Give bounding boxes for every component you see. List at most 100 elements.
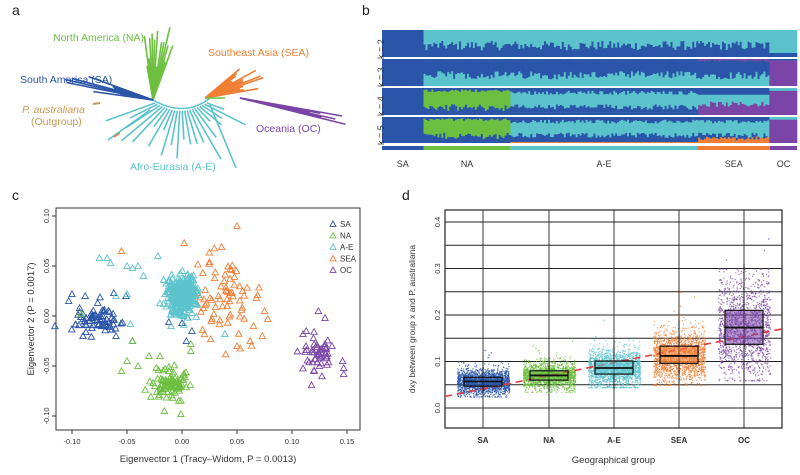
structure-bar-segment [751,117,754,123]
dxy-point [494,386,496,389]
dxy-point [469,395,471,397]
dxy-point [459,364,461,366]
structure-bar-segment [465,60,468,79]
structure-bar-segment [704,74,707,86]
structure-bar-segment [439,42,442,57]
dxy-point [461,393,463,395]
structure-bar-segment [549,107,553,113]
structure-bar-segment [506,89,509,109]
structure-bar-segment [627,43,630,57]
structure-bar-segment [648,60,652,76]
dxy-point [505,389,507,391]
structure-bar-segment [494,88,497,90]
structure-bar-segment [494,89,497,109]
dxy-point [477,374,479,376]
structure-bar-segment [466,133,470,143]
dxy-point [469,389,471,391]
structure-bar-segment [765,88,768,95]
structure-bar-segment [684,72,687,86]
structure-bar-segment [789,90,792,115]
pca-point [123,261,131,270]
structure-bar-segment [763,133,766,139]
structure-bar-segment [721,138,725,143]
structure-bar-segment [708,76,711,86]
structure-bar-segment [686,141,689,143]
pca-point [253,290,262,299]
dxy-point [484,392,486,395]
pca-point [182,283,191,291]
structure-bar-segment [690,30,693,49]
dxy-point [503,375,506,377]
structure-bar-segment [536,47,539,57]
dxy-point [503,390,505,393]
structure-bar-segment [447,88,450,92]
structure-bar-segment [668,59,671,62]
structure-bar-segment [621,134,624,142]
structure-bar-segment [763,30,766,49]
structure-bar-segment [694,72,697,86]
structure-bar-segment [731,60,735,79]
structure-bar-segment [595,120,598,138]
pca-point [226,310,235,318]
structure-bar-segment [508,30,511,44]
structure-bar-segment [551,88,555,95]
structure-bar-segment [466,30,470,43]
structure-bar-segment [583,117,586,123]
structure-bar-segment [660,88,663,94]
structure-bar-segment [627,117,630,120]
structure-bar-segment [429,134,432,143]
structure-bar-segment [717,77,721,86]
structure-bar-segment [447,44,450,57]
structure-bar-segment [575,112,578,115]
structure-bar-segment [767,104,770,115]
dxy-point [466,392,468,394]
structure-bar-segment [617,60,620,76]
structure-bar-segment [676,136,679,142]
structure-bar-segment [520,61,523,74]
pca-point [128,336,137,345]
pca-point [106,258,115,267]
structure-bar-segment [617,112,620,115]
structure-bar-segment [615,123,618,134]
structure-bar-segment [751,137,754,143]
structure-bar-segment [548,117,551,120]
structure-bar-segment [623,120,626,135]
structure-bar-segment [787,30,790,53]
structure-bar-segment [644,120,648,135]
dxy-point [460,367,463,370]
structure-bar-segment [508,43,511,57]
pca-point [153,251,162,260]
structure-bar-segment [496,88,499,91]
dxy-point [503,386,505,388]
dxy-point [484,363,486,365]
structure-bar-segment [743,49,746,57]
structure-bar-segment [583,134,586,142]
x-tick-label: -0.05 [118,437,135,446]
structure-bar-segment [421,88,424,115]
structure-bar-segment [696,59,699,61]
structure-bar-segment [561,59,565,77]
structure-bar-segment [441,59,444,73]
structure-bar-segment [441,91,444,107]
structure-bar-segment [765,121,768,137]
structure-bar-segment [636,141,640,143]
structure-bar-segment [536,30,539,48]
dxy-point [497,392,499,395]
structure-bar-segment [496,59,499,62]
pca-point [186,380,195,388]
dxy-point [491,372,493,374]
structure-bar-segment [439,117,442,120]
dxy-point [478,375,480,377]
pca-point [174,275,182,283]
structure-bar-segment [593,107,596,113]
structure-bar-segment [684,106,687,113]
structure-bar-segment [767,117,770,121]
structure-bar-segment [445,88,448,92]
dxy-point [505,367,507,370]
dxy-point [486,386,489,388]
structure-bar-segment [666,122,669,138]
dxy-point [479,369,481,371]
structure-bar-segment [581,92,584,107]
structure-bar-segment [706,59,709,61]
structure-bar-segment [773,90,776,115]
